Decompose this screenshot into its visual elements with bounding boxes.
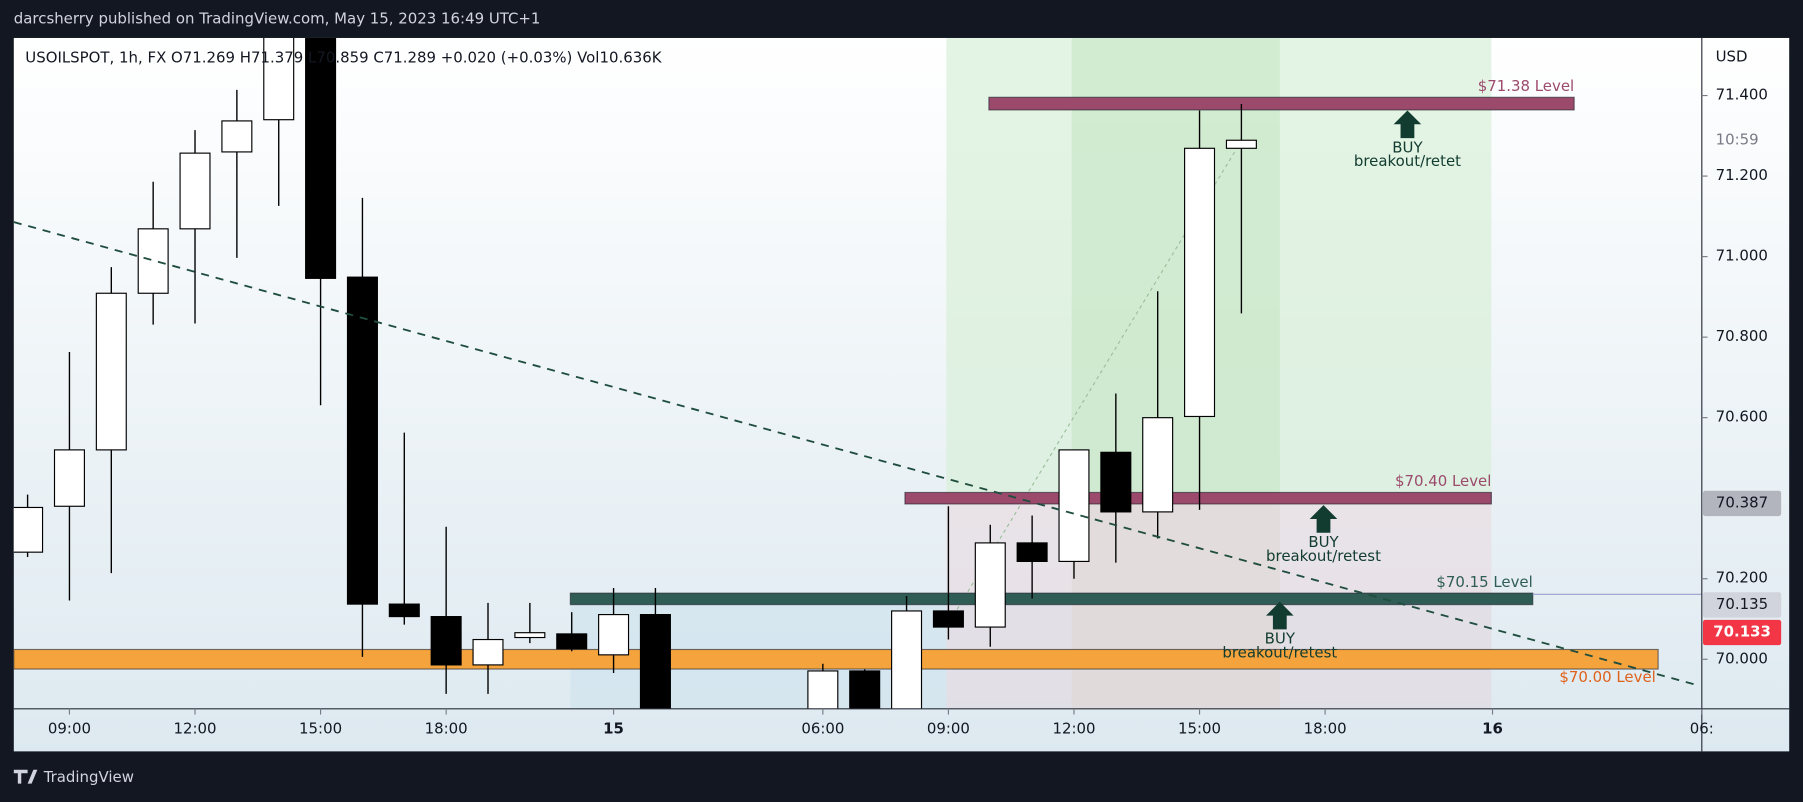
countdown: 10:59 (1716, 130, 1759, 148)
y-tick-label: 71.400 (1716, 86, 1768, 104)
y-tick-label: 70.600 (1716, 408, 1768, 426)
candle-body (639, 614, 671, 709)
level-band (13, 648, 1659, 670)
candle-body (807, 670, 839, 709)
brand: TradingView (13, 768, 134, 786)
y-tick-label: 71.200 (1716, 166, 1768, 184)
chart-title: USOILSPOT, 1h, FX O71.269 H71.379 L70.85… (25, 49, 662, 67)
candle-body (1100, 451, 1132, 513)
candle-body (179, 152, 211, 230)
y-tick-label: 71.000 (1716, 247, 1768, 265)
axes: 70.000 70.200 70.600 70.800 71.000 71.200 71.4… (48, 86, 1782, 738)
candle-body (53, 449, 85, 507)
levels: $71.38 Level $70.40 Level $70.15 Level $70.… (13, 77, 1702, 686)
candle-body (388, 603, 420, 618)
price-badge-label: 70.387 (1716, 493, 1768, 511)
x-tick-label: 09:00 (48, 720, 91, 738)
candles (13, 37, 1257, 709)
profit-zone-inner (1071, 37, 1280, 504)
brand-name: TradingView (43, 768, 134, 786)
level-label: $71.38 Level (1478, 77, 1574, 95)
candle-body (263, 37, 295, 121)
candle-body (137, 228, 169, 294)
price-badge (1702, 490, 1782, 517)
candle-body (95, 292, 127, 451)
signal-text: breakout/retest (1222, 644, 1337, 662)
candle-body (1016, 542, 1048, 563)
candle-body (556, 633, 588, 650)
plot-area: $71.38 Level $70.40 Level $70.15 Level $70.… (13, 37, 1702, 709)
candle-body (514, 632, 546, 639)
risk-zone-inner (1071, 503, 1280, 709)
candle-body (305, 37, 337, 279)
candle-body (1142, 417, 1174, 513)
price-badge (1702, 619, 1782, 646)
price-badge-label: 70.133 (1713, 623, 1771, 641)
candle-body (598, 614, 630, 656)
candle-body (221, 120, 253, 153)
x-tick-label: 18:00 (1304, 720, 1347, 738)
x-tick-label: 12:00 (1052, 720, 1095, 738)
level-label: $70.00 Level (1559, 668, 1655, 686)
x-tick-label: 15 (603, 720, 624, 738)
y-tick-label: 70.800 (1716, 327, 1768, 345)
signal-title: BUY (1308, 533, 1339, 551)
x-tick-label: 15:00 (299, 720, 342, 738)
signal-title: BUY (1392, 138, 1423, 156)
candle-body (849, 670, 881, 709)
signal-text: breakout/retest (1266, 547, 1381, 565)
x-tick-label: 09:00 (927, 720, 970, 738)
candle-body (1058, 449, 1090, 563)
level-label: $70.15 Level (1436, 573, 1532, 591)
candle-body (974, 542, 1006, 628)
published-line: darcsherry published on TradingView.com,… (14, 10, 541, 28)
level-band (988, 96, 1575, 111)
candle-body (891, 610, 923, 709)
brand-logo (13, 769, 38, 784)
y-axis-label: USD (1716, 48, 1748, 66)
y-tick-label: 70.200 (1716, 569, 1768, 587)
candle-body (932, 610, 964, 628)
price-badge-label: 70.135 (1716, 595, 1768, 613)
candle-body (472, 638, 504, 666)
x-tick-label: 06:00 (801, 720, 844, 738)
signal-title: BUY (1265, 630, 1296, 648)
candle-body (1225, 139, 1257, 149)
x-tick-label: 16 (1482, 720, 1503, 738)
signal-text: breakout/retet (1354, 152, 1461, 170)
level-label: $70.40 Level (1395, 472, 1491, 490)
x-tick-label: 15:00 (1178, 720, 1221, 738)
buy-arrow (1309, 505, 1338, 533)
y-tick-label: 70.000 (1716, 649, 1768, 667)
x-tick-label: 12:00 (173, 720, 216, 738)
level-band (569, 592, 1534, 606)
candle-body (13, 506, 44, 553)
candle-body (430, 616, 462, 666)
level-band (904, 491, 1492, 505)
price-badge (1702, 592, 1782, 618)
buy-arrow (1393, 110, 1422, 139)
trendline (13, 221, 1700, 687)
x-tick-label: 06: (1690, 720, 1714, 738)
x-tick-label: 18:00 (425, 720, 468, 738)
candle-body (346, 276, 378, 605)
candle-body (1184, 147, 1216, 418)
